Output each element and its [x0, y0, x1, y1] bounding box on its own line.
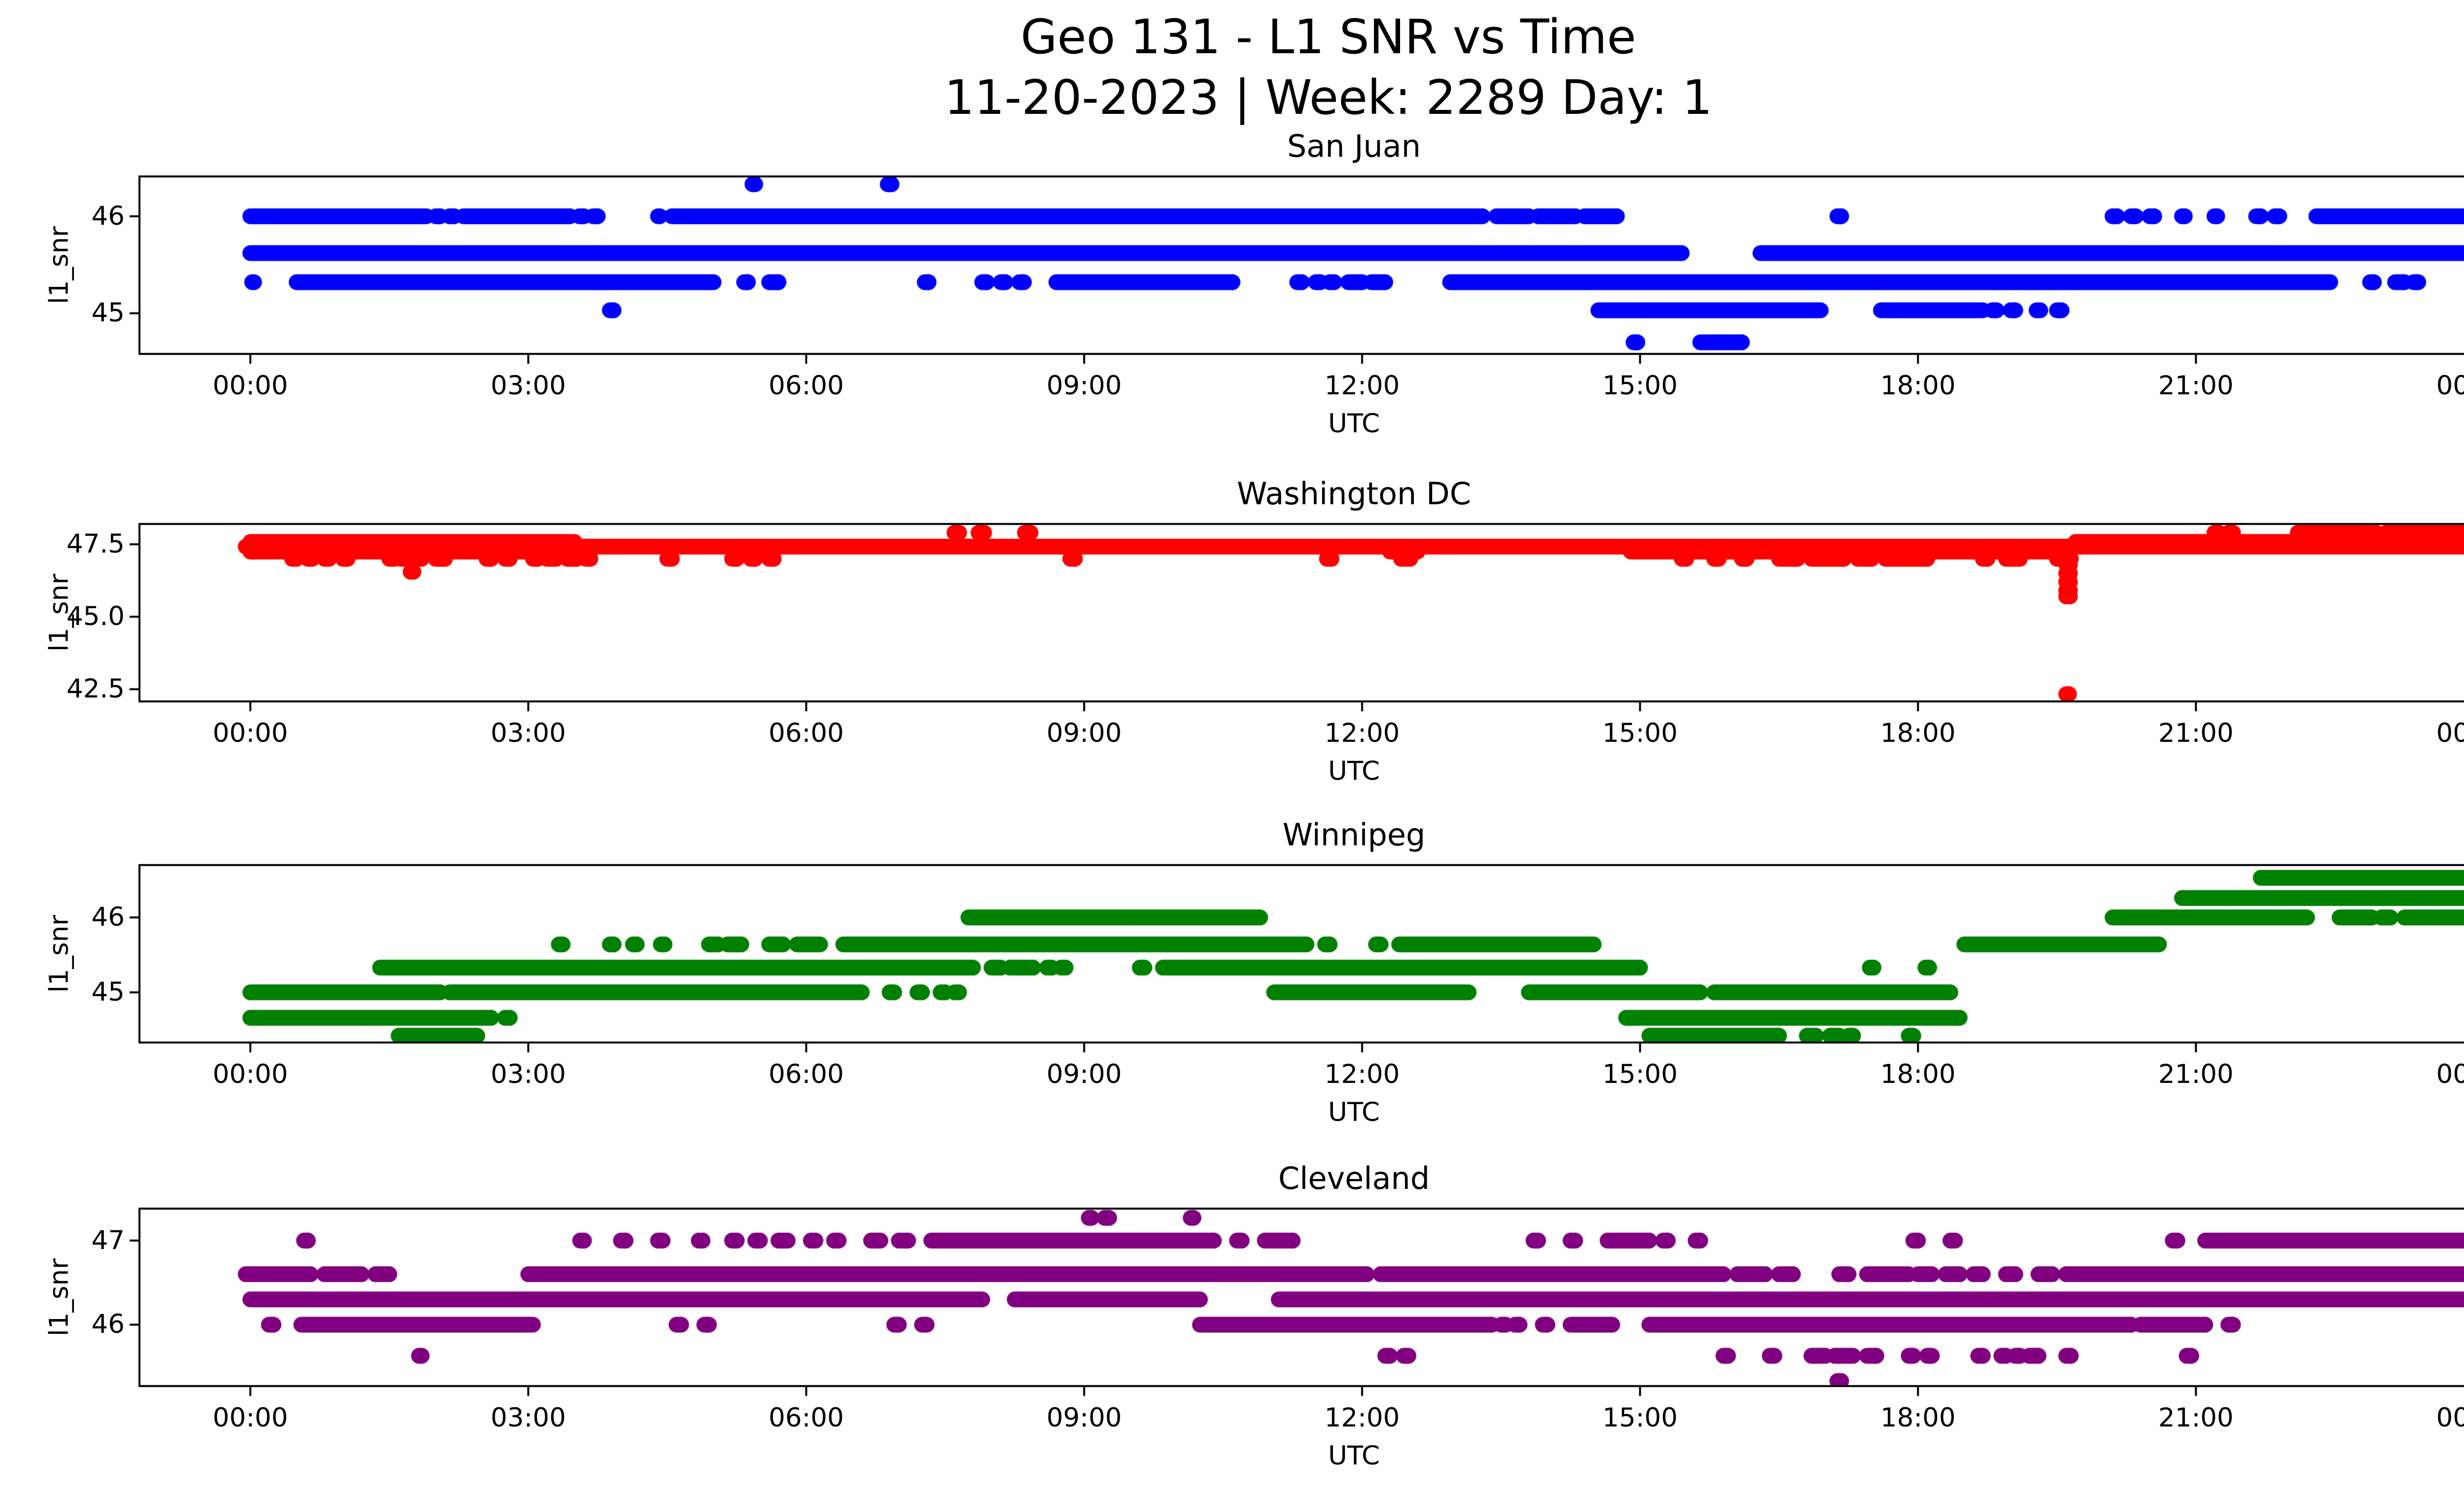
y-tick-label: 45	[91, 298, 125, 328]
y-tick-label: 46	[91, 902, 125, 933]
x-tick-label: 00:00	[2436, 371, 2464, 401]
y-tick-label: 47	[91, 1225, 125, 1255]
y-tick-label: 46	[91, 1309, 125, 1340]
x-tick-label: 06:00	[768, 1403, 844, 1433]
x-tick-label: 03:00	[490, 718, 566, 748]
x-tick-label: 00:00	[212, 1059, 288, 1089]
x-tick-label: 06:00	[768, 371, 844, 401]
x-tick-label: 00:00	[212, 371, 288, 401]
y-tick-label: 45.0	[66, 601, 125, 632]
x-tick-label: 21:00	[2158, 1059, 2234, 1089]
x-axis-label: UTC	[1328, 756, 1380, 786]
figure-title-line1: Geo 131 - L1 SNR vs Time	[1021, 9, 1636, 65]
x-tick-label: 09:00	[1046, 718, 1122, 748]
x-tick-label: 12:00	[1324, 718, 1400, 748]
x-tick-label: 03:00	[490, 1059, 566, 1089]
x-tick-label: 06:00	[768, 718, 844, 748]
figure-title-line2: 11-20-2023 | Week: 2289 Day: 1	[944, 70, 1712, 125]
x-tick-label: 00:00	[2436, 718, 2464, 748]
subplot-title-cleveland: Cleveland	[1278, 1160, 1430, 1196]
x-axis-label: UTC	[1328, 1097, 1380, 1127]
x-tick-label: 03:00	[490, 1403, 566, 1433]
x-tick-label: 09:00	[1046, 1403, 1122, 1433]
subplot-title-winnipeg: Winnipeg	[1282, 817, 1426, 853]
x-tick-label: 18:00	[1880, 371, 1956, 401]
x-tick-label: 09:00	[1046, 371, 1122, 401]
x-axis-label: UTC	[1328, 409, 1380, 439]
y-tick-label: 46	[91, 201, 125, 231]
x-axis-label: UTC	[1328, 1441, 1380, 1471]
x-tick-label: 00:00	[212, 718, 288, 748]
y-axis-label: l1_snr	[44, 574, 74, 652]
x-tick-label: 15:00	[1602, 371, 1678, 401]
x-tick-label: 21:00	[2158, 718, 2234, 748]
figure-title: Geo 131 - L1 SNR vs Time 11-20-2023 | Wee…	[28, 7, 2464, 128]
x-tick-label: 03:00	[490, 371, 566, 401]
x-tick-label: 09:00	[1046, 1059, 1122, 1089]
x-tick-label: 21:00	[2158, 371, 2234, 401]
x-tick-label: 15:00	[1602, 1059, 1678, 1089]
x-tick-label: 00:00	[2436, 1059, 2464, 1089]
x-tick-label: 15:00	[1602, 718, 1678, 748]
y-axis-label: l1_snr	[44, 1258, 74, 1336]
x-tick-label: 18:00	[1880, 718, 1956, 748]
y-tick-label: 45	[91, 977, 125, 1008]
x-tick-label: 18:00	[1880, 1059, 1956, 1089]
subplot-title-san-juan: San Juan	[1287, 128, 1421, 164]
x-tick-label: 12:00	[1324, 371, 1400, 401]
x-tick-label: 21:00	[2158, 1403, 2234, 1433]
x-tick-label: 00:00	[2436, 1403, 2464, 1433]
y-tick-label: 47.5	[66, 529, 125, 559]
y-axis-label: l1_snr	[44, 226, 74, 304]
subplot-title-washington-dc: Washington DC	[1236, 476, 1472, 512]
x-tick-label: 12:00	[1324, 1059, 1400, 1089]
y-axis-label: l1_snr	[44, 915, 74, 993]
y-tick-label: 42.5	[66, 674, 125, 704]
x-tick-label: 00:00	[212, 1403, 288, 1433]
x-tick-label: 06:00	[768, 1059, 844, 1089]
x-tick-label: 18:00	[1880, 1403, 1956, 1433]
x-tick-label: 15:00	[1602, 1403, 1678, 1433]
x-tick-label: 12:00	[1324, 1403, 1400, 1433]
